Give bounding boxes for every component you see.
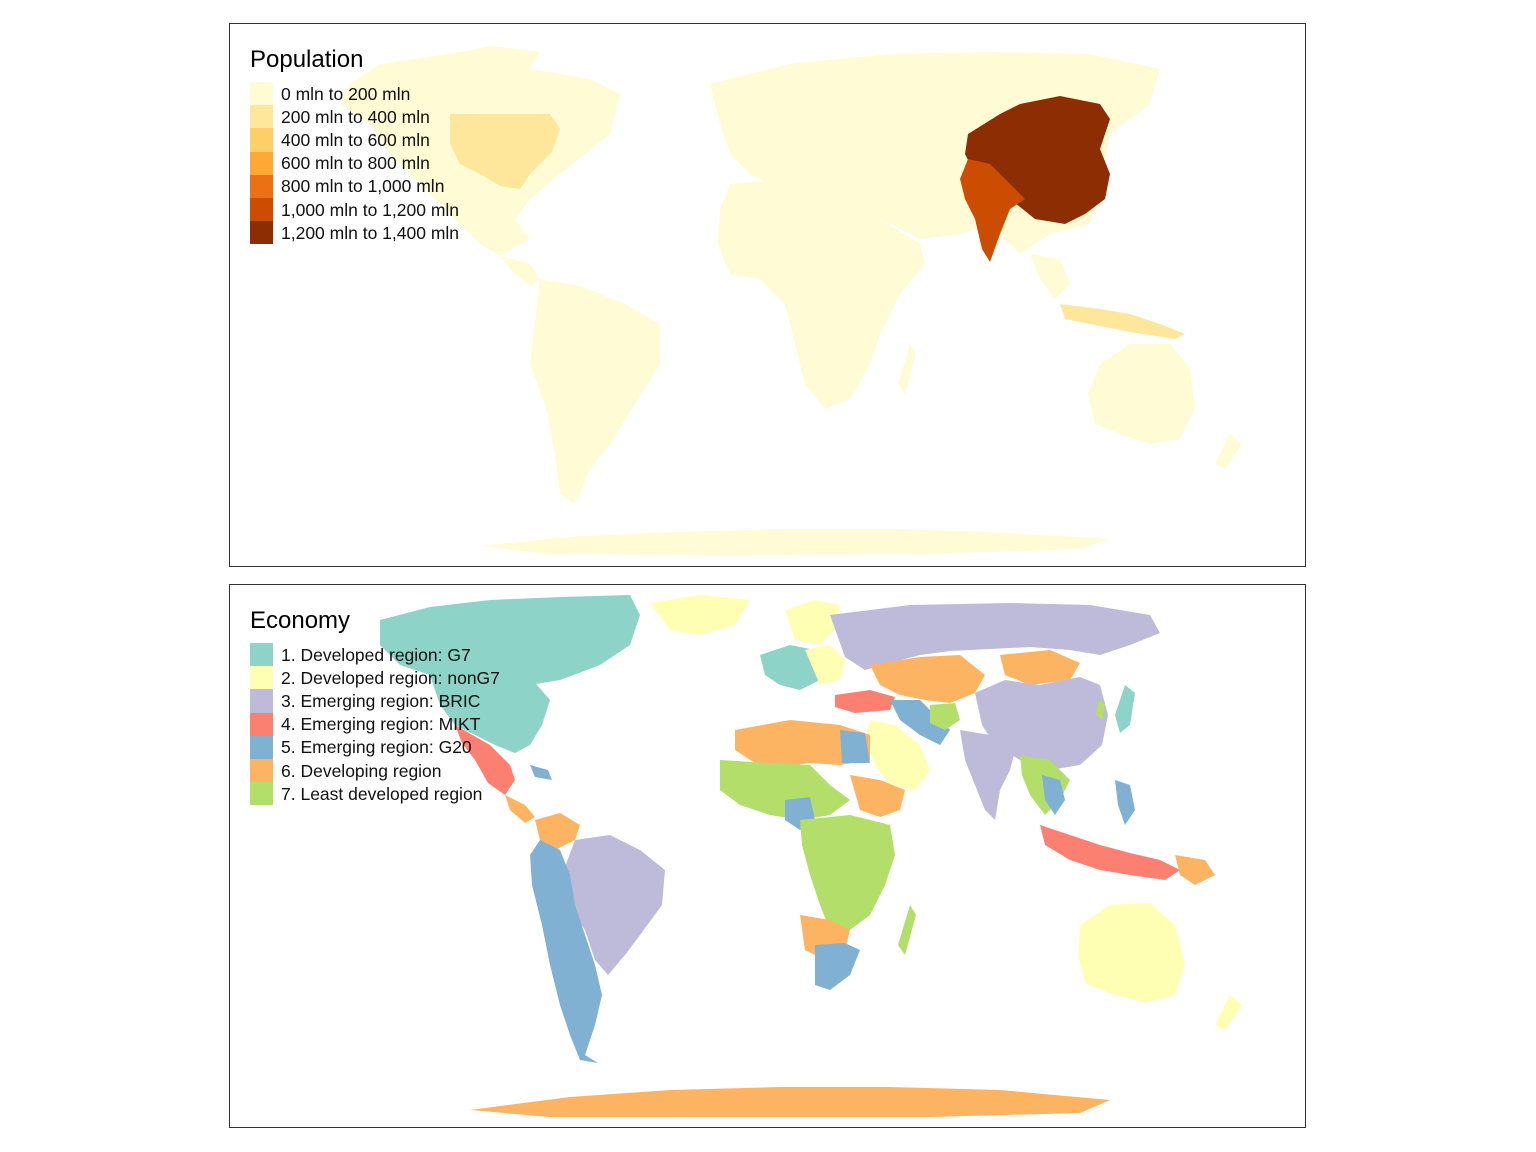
horn-of-africa-shape	[850, 775, 905, 817]
scandinavia-shape	[785, 600, 840, 645]
legend-label: 4. Emerging region: MIKT	[281, 714, 481, 735]
legend-item: 400 mln to 600 mln	[250, 128, 459, 152]
united-states-shape	[450, 114, 560, 189]
legend-label: 6. Developing region	[281, 760, 442, 781]
central-asia-shape	[870, 655, 985, 703]
legend-item: 6. Developing region	[250, 758, 500, 783]
new-zealand-shape	[1215, 434, 1242, 469]
india-shape	[960, 730, 1015, 820]
legend-label: 0 mln to 200 mln	[281, 83, 411, 104]
indonesia-shape	[1040, 825, 1180, 880]
japan-shape	[1115, 685, 1135, 733]
central-america-shape	[500, 256, 540, 286]
southeast-asia-shape	[1030, 254, 1070, 299]
legend-label: 1. Developed region: G7	[281, 644, 471, 665]
legend-item: 1,000 mln to 1,200 mln	[250, 197, 460, 222]
legend-swatch	[250, 82, 273, 106]
legend-item: 600 mln to 800 mln	[250, 151, 459, 175]
legend-label: 800 mln to 1,000 mln	[281, 176, 445, 197]
new-zealand-shape	[1215, 995, 1242, 1030]
legend-swatch	[250, 174, 273, 198]
australia-shape	[1088, 344, 1195, 444]
mexico-shape	[455, 725, 515, 795]
economy-map	[380, 595, 1242, 1117]
legend-label: 1,200 mln to 1,400 mln	[281, 222, 460, 243]
indonesia-shape	[1060, 304, 1185, 339]
india-shape	[960, 159, 1025, 262]
legend-label: 200 mln to 400 mln	[281, 106, 430, 127]
sahel-shape	[720, 760, 850, 820]
australia-shape	[1078, 903, 1185, 1003]
madagascar-shape	[898, 905, 916, 955]
legend-item: 1,200 mln to 1,400 mln	[250, 221, 460, 245]
legend-item: 1. Developed region: G7	[250, 643, 500, 667]
caribbean-shape	[530, 765, 552, 780]
legend-label: 1,000 mln to 1,200 mln	[281, 199, 460, 220]
andes-shape	[530, 840, 602, 1063]
mongolia-shape	[1000, 650, 1080, 685]
legend-item: 200 mln to 400 mln	[250, 105, 459, 129]
legend-label: 600 mln to 800 mln	[281, 153, 430, 174]
colombia-venezuela-shape	[535, 813, 580, 850]
legend-item: 4. Emerging region: MIKT	[250, 712, 500, 736]
south-africa-shape	[815, 943, 860, 990]
madagascar-shape	[898, 344, 916, 394]
economy-map-panel: Economy 1. Developed region: G7 2. Devel…	[229, 584, 1306, 1128]
antarctica-shape	[470, 1087, 1110, 1117]
legend-swatch	[250, 105, 273, 129]
brazil-shape	[562, 835, 665, 975]
legend-swatch	[250, 151, 273, 175]
population-map	[340, 46, 1242, 555]
legend-item: 800 mln to 1,000 mln	[250, 174, 459, 198]
legend-swatch	[250, 197, 273, 222]
legend-item: 5. Emerging region: G20	[250, 735, 500, 759]
legend-swatch	[250, 758, 273, 783]
population-map-panel: Population 0 mln to 200 mln 200 mln to 4…	[229, 23, 1306, 567]
legend-item: 2. Developed region: nonG7	[250, 666, 500, 690]
legend-item: 7. Least developed region	[250, 782, 500, 806]
legend-item: 3. Emerging region: BRIC	[250, 689, 500, 713]
legend-label: 2. Developed region: nonG7	[281, 667, 500, 688]
africa-shape	[718, 179, 925, 409]
greenland-shape	[650, 595, 750, 635]
eastern-europe-shape	[805, 645, 845, 685]
legend-title: Economy	[250, 607, 351, 634]
central-africa-shape	[800, 815, 895, 930]
north-africa-shape	[735, 720, 870, 767]
legend-swatch	[250, 782, 273, 806]
middle-east-shape	[890, 700, 950, 745]
legend-swatch	[250, 221, 273, 245]
antarctica-shape	[480, 529, 1110, 555]
legend-label: 7. Least developed region	[281, 783, 483, 804]
legend-title: Population	[250, 46, 364, 73]
arabia-shape	[865, 720, 930, 790]
legend-label: 400 mln to 600 mln	[281, 129, 430, 150]
legend-label: 5. Emerging region: G20	[281, 737, 472, 758]
new-guinea-shape	[1175, 855, 1215, 885]
legend-swatch	[250, 735, 273, 759]
legend-label: 3. Emerging region: BRIC	[281, 690, 481, 711]
usa-shape	[430, 675, 550, 753]
legend-swatch	[250, 643, 273, 667]
canada-shape	[380, 595, 640, 685]
central-america-shape	[505, 795, 535, 823]
russia-shape	[830, 603, 1160, 670]
philippines-shape	[1115, 780, 1135, 825]
afghanistan-shape	[930, 703, 960, 730]
economy-legend: Economy 1. Developed region: G7 2. Devel…	[250, 607, 500, 806]
egypt-shape	[840, 730, 870, 763]
legend-swatch	[250, 689, 273, 713]
korea-shape	[1096, 700, 1105, 720]
turkey-shape	[835, 690, 895, 713]
legend-swatch	[250, 666, 273, 690]
thailand-shape	[1042, 775, 1065, 815]
population-legend: Population 0 mln to 200 mln 200 mln to 4…	[250, 46, 460, 245]
legend-swatch	[250, 128, 273, 152]
legend-swatch	[250, 712, 273, 736]
legend-item: 0 mln to 200 mln	[250, 82, 459, 106]
south-america-shape	[530, 279, 660, 504]
